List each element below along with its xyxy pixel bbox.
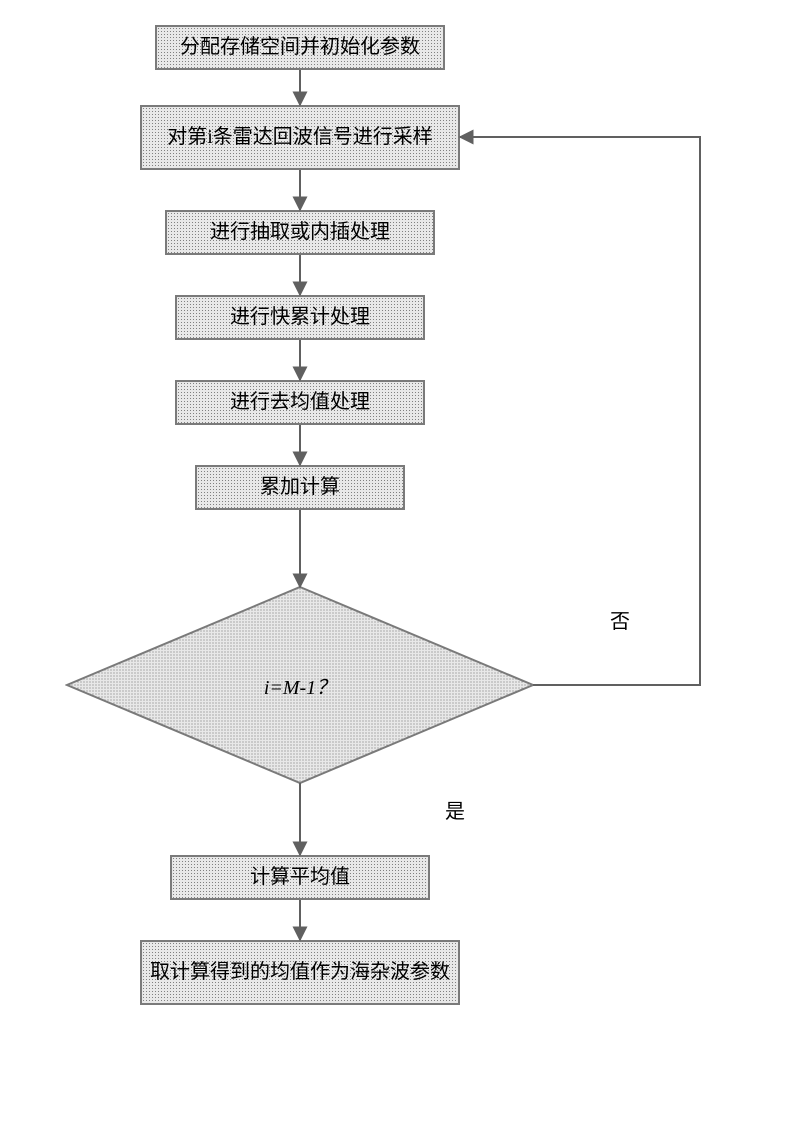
- node-n2: 对第i条雷达回波信号进行采样: [140, 105, 460, 170]
- node-n1: 分配存储空间并初始化参数: [155, 25, 445, 70]
- node-n6-text: 累加计算: [260, 474, 340, 501]
- node-n3-text: 进行抽取或内插处理: [210, 219, 390, 246]
- label-yes: 是: [445, 795, 465, 824]
- node-n7-text: 计算平均值: [250, 864, 350, 891]
- node-n5-text: 进行去均值处理: [230, 389, 370, 416]
- label-no: 否: [610, 605, 630, 634]
- node-n2-text: 对第i条雷达回波信号进行采样: [167, 124, 433, 151]
- node-n5: 进行去均值处理: [175, 380, 425, 425]
- node-n8-text: 取计算得到的均值作为海杂波参数: [150, 959, 450, 986]
- node-n6: 累加计算: [195, 465, 405, 510]
- flowchart-canvas: 分配存储空间并初始化参数 对第i条雷达回波信号进行采样 进行抽取或内插处理 进行…: [0, 0, 800, 1122]
- node-n3: 进行抽取或内插处理: [165, 210, 435, 255]
- node-n8: 取计算得到的均值作为海杂波参数: [140, 940, 460, 1005]
- node-d1-text: i=M-1？: [264, 671, 336, 700]
- node-n4-text: 进行快累计处理: [230, 304, 370, 331]
- node-n4: 进行快累计处理: [175, 295, 425, 340]
- node-d1: i=M-1？: [65, 585, 535, 785]
- node-n1-text: 分配存储空间并初始化参数: [180, 34, 420, 61]
- node-n7: 计算平均值: [170, 855, 430, 900]
